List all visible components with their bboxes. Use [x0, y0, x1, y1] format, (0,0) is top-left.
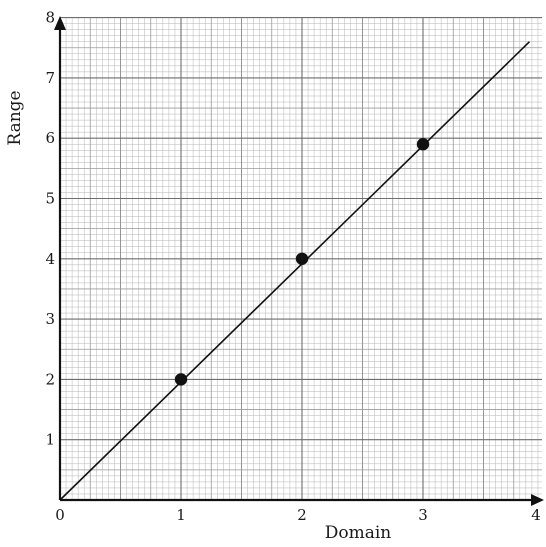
- y-tick-label: 8: [45, 9, 55, 27]
- y-tick-label: 4: [45, 250, 55, 268]
- x-axis-arrow-icon: [531, 494, 544, 506]
- data-point: [416, 138, 430, 151]
- y-tick-label: 2: [45, 370, 55, 388]
- data-series: [59, 41, 531, 501]
- x-tick-label: 1: [176, 506, 186, 524]
- axes: [54, 16, 544, 506]
- data-point: [295, 252, 309, 265]
- x-axis-label: Domain: [325, 523, 392, 543]
- y-axis-label: Range: [5, 90, 25, 145]
- y-tick-label: 1: [45, 431, 55, 449]
- x-tick-label: 4: [531, 506, 541, 524]
- y-tick-label: 7: [45, 69, 55, 87]
- x-tick-label: 2: [297, 506, 307, 524]
- y-tick-label: 5: [45, 190, 55, 208]
- data-point: [174, 373, 188, 386]
- y-tick-label: 6: [45, 129, 55, 147]
- tick-labels: 0 1 2 3 4 1 2 3 4 5 6 7 8: [45, 9, 540, 524]
- y-axis-arrow-icon: [54, 16, 66, 30]
- y-tick-label: 3: [45, 310, 55, 328]
- x-tick-label: 0: [55, 506, 65, 524]
- series-line: [59, 41, 531, 501]
- x-tick-label: 3: [418, 506, 428, 524]
